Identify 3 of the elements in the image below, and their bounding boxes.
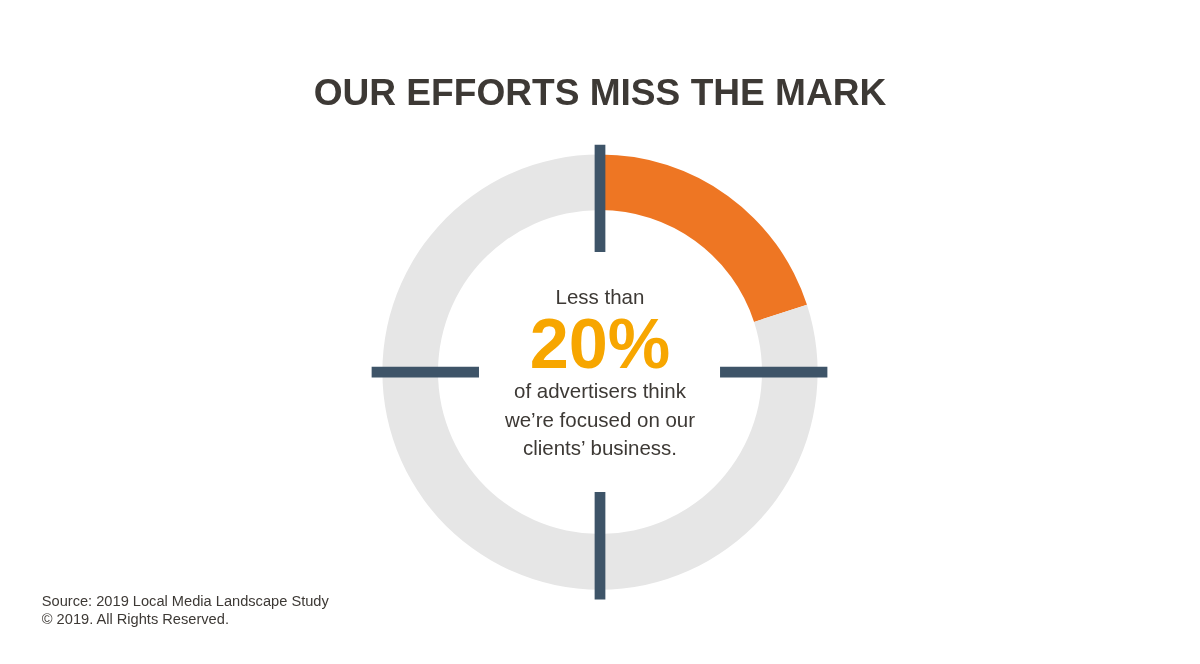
chart-title: OUR EFFORTS MISS THE MARK	[313, 70, 887, 113]
source-note: Source: 2019 Local Media Landscape Study	[41, 593, 330, 610]
text: © 2019. All Rights Reserved.	[41, 610, 229, 627]
